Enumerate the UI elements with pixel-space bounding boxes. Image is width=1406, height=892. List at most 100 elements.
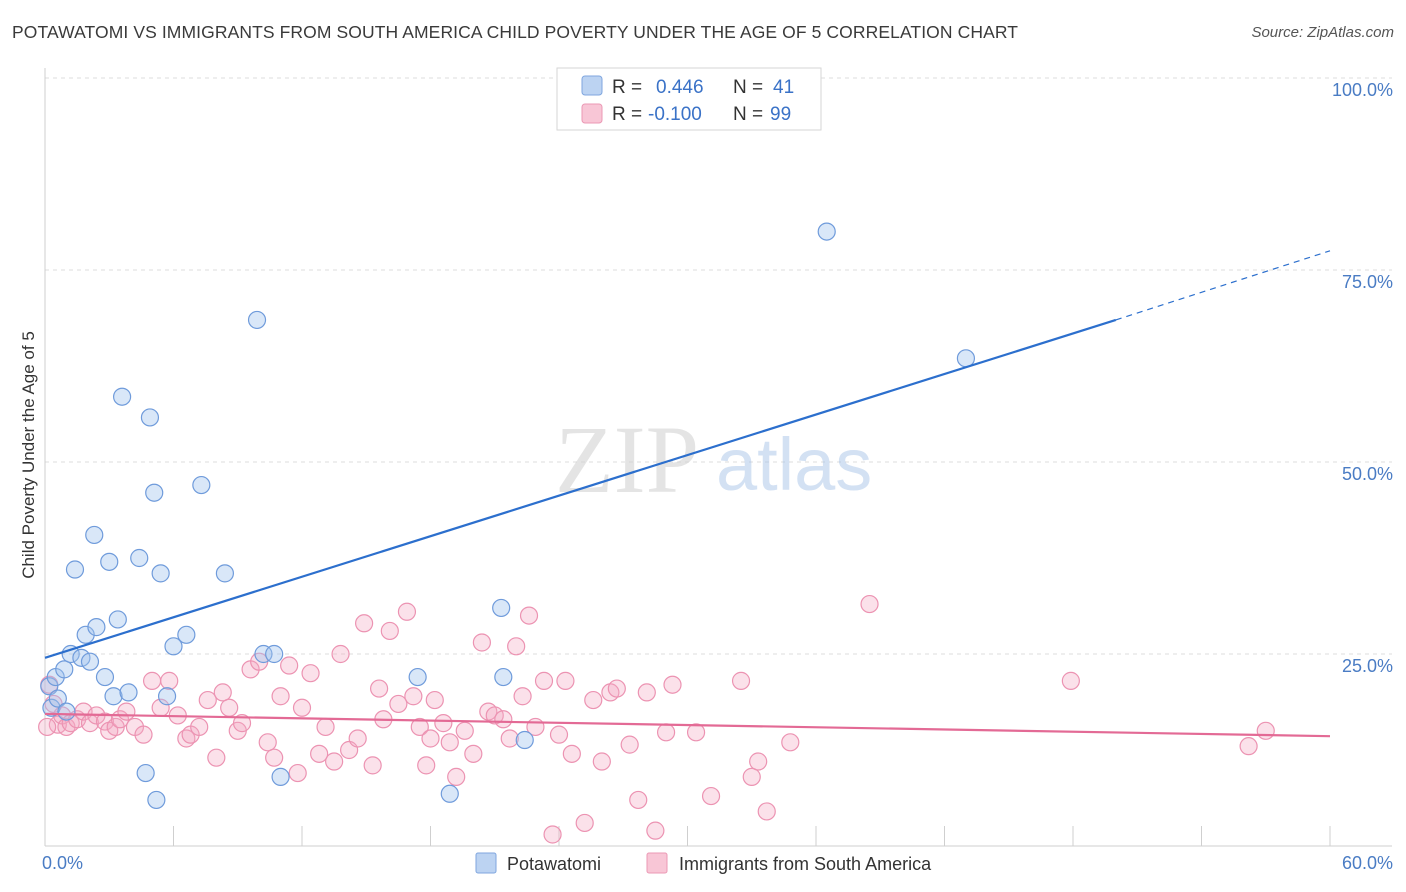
immigrants-point-55 — [421, 729, 440, 748]
immigrants-point-69 — [519, 606, 539, 625]
immigrants-point-39 — [310, 744, 329, 763]
immigrants-point-89 — [731, 671, 751, 690]
potawatomi-point-22 — [145, 483, 164, 502]
r-label-2: R = — [612, 104, 642, 125]
immigrants-point-33 — [265, 748, 284, 767]
immigrants-point-94 — [860, 594, 879, 614]
immigrants-series — [38, 594, 1275, 844]
immigrants-point-57 — [434, 714, 453, 733]
immigrants-point-50 — [389, 694, 408, 714]
immigrants-point-54 — [417, 756, 436, 775]
r-value-immigrants: -0.100 — [648, 104, 702, 125]
potawatomi-point-4 — [55, 660, 74, 679]
potawatomi-swatch — [581, 75, 603, 96]
n-label-2: N = — [733, 104, 763, 125]
immigrants-point-92 — [757, 802, 776, 821]
y-tick-label-1: 75.0% — [1342, 272, 1393, 292]
potawatomi-point-25 — [157, 687, 177, 706]
immigrants-point-58 — [440, 733, 459, 752]
immigrants-point-36 — [288, 763, 307, 783]
immigrants-point-27 — [220, 698, 239, 717]
potawatomi-point-21 — [140, 408, 160, 427]
potawatomi-point-28 — [192, 475, 211, 495]
immigrants-point-16 — [134, 725, 153, 744]
potawatomi-point-38 — [515, 730, 534, 750]
potawatomi-point-27 — [177, 625, 196, 644]
immigrants-point-80 — [607, 679, 626, 698]
tick-labels: 100.0% 75.0% 50.0% 25.0% 0.0% 60.0% — [42, 80, 1393, 873]
immigrants-point-38 — [301, 664, 320, 683]
potawatomi-point-19 — [130, 548, 149, 568]
potawatomi-trend-line — [44, 318, 1117, 659]
immigrants-point-19 — [160, 671, 179, 690]
immigrants-point-29 — [232, 714, 252, 733]
y-tick-label-2: 50.0% — [1342, 464, 1393, 484]
potawatomi-point-20 — [136, 763, 155, 783]
immigrants-point-86 — [663, 675, 682, 694]
potawatomi-point-16 — [108, 610, 127, 629]
immigrants-point-40 — [316, 717, 335, 737]
n-value-immigrants: 99 — [770, 104, 791, 125]
immigrants-point-61 — [464, 744, 483, 763]
r-value-potawatomi: 0.446 — [656, 77, 704, 98]
watermark: ZIP atlas — [555, 406, 872, 513]
immigrants-point-25 — [207, 748, 226, 767]
potawatomi-point-17 — [112, 387, 132, 406]
potawatomi-trend-extension — [1115, 250, 1331, 321]
immigrants-point-45 — [355, 614, 374, 633]
bottom-potawatomi-swatch — [475, 852, 497, 874]
chart-source: Source: ZipAtlas.com — [1251, 24, 1394, 41]
immigrants-point-46 — [363, 756, 382, 775]
immigrants-point-17 — [142, 671, 162, 690]
immigrants-point-77 — [584, 690, 603, 710]
immigrants-point-52 — [404, 687, 423, 706]
potawatomi-point-24 — [151, 564, 170, 583]
immigrants-point-65 — [494, 710, 513, 729]
potawatomi-point-11 — [87, 618, 106, 637]
immigrants-point-85 — [656, 723, 676, 742]
bottom-legend: Potawatomi Immigrants from South America — [475, 852, 932, 874]
immigrants-point-75 — [562, 744, 581, 763]
immigrants-point-26 — [213, 683, 232, 702]
potawatomi-point-14 — [100, 552, 119, 571]
watermark-zip: ZIP — [555, 406, 699, 513]
immigrants-point-66 — [500, 729, 519, 748]
immigrants-point-60 — [455, 721, 474, 740]
potawatomi-point-34 — [408, 667, 427, 687]
potawatomi-point-1 — [42, 698, 61, 717]
potawatomi-point-30 — [247, 310, 267, 330]
immigrants-point-67 — [507, 637, 526, 656]
immigrants-point-32 — [258, 733, 277, 752]
potawatomi-point-26 — [164, 637, 183, 656]
r-label-1: R = — [612, 77, 642, 98]
y-tick-label-3: 25.0% — [1342, 656, 1393, 676]
potawatomi-point-33 — [271, 767, 290, 786]
potawatomi-point-31 — [254, 644, 273, 664]
immigrants-point-35 — [280, 656, 299, 675]
immigrants-point-96 — [1239, 737, 1258, 756]
potawatomi-point-12 — [85, 525, 104, 545]
trend-lines — [44, 250, 1331, 738]
n-value-potawatomi: 41 — [773, 77, 794, 98]
immigrants-point-73 — [549, 725, 569, 744]
x-tick-label-1: 60.0% — [1342, 853, 1393, 873]
potawatomi-series — [40, 222, 976, 810]
potawatomi-point-8 — [72, 648, 91, 667]
potawatomi-point-13 — [95, 667, 115, 687]
potawatomi-point-3 — [48, 689, 67, 708]
potawatomi-point-29 — [215, 564, 234, 583]
immigrants-point-56 — [425, 690, 444, 710]
immigrants-point-98 — [38, 717, 57, 737]
chart-title: POTAWATOMI VS IMMIGRANTS FROM SOUTH AMER… — [12, 22, 1019, 42]
immigrants-point-14 — [117, 702, 136, 721]
immigrants-point-95 — [1061, 671, 1080, 690]
immigrants-point-91 — [749, 752, 768, 771]
immigrants-point-90 — [742, 767, 761, 786]
potawatomi-point-18 — [119, 683, 138, 702]
potawatomi-point-39 — [817, 222, 836, 241]
immigrants-point-53 — [410, 717, 429, 737]
immigrants-point-10 — [95, 712, 115, 731]
immigrants-point-23 — [190, 717, 209, 737]
immigrants-point-83 — [637, 683, 656, 702]
